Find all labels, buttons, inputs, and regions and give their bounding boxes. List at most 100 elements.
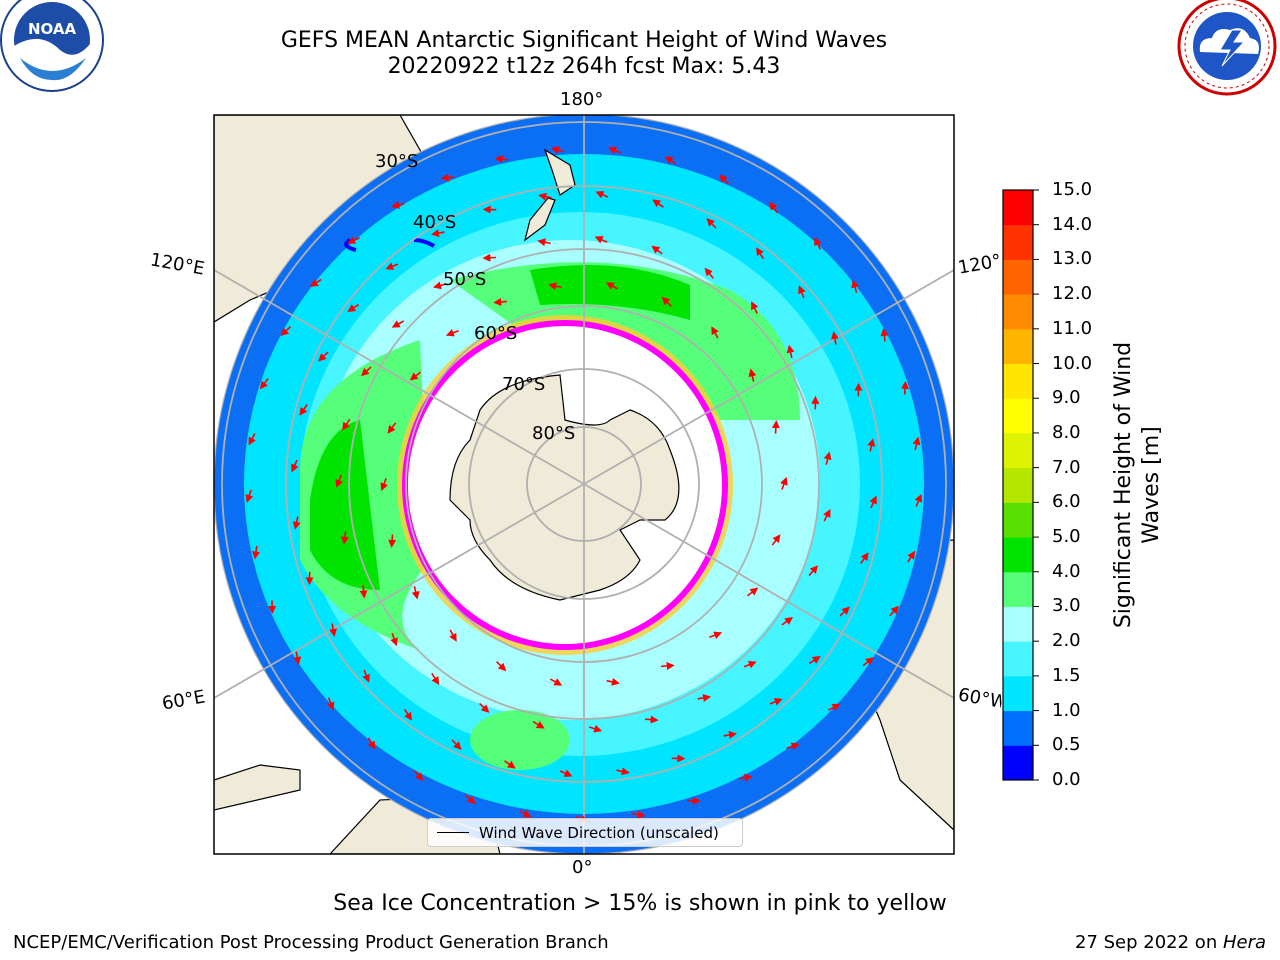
wind-wave-arrow <box>280 326 292 336</box>
colorbar-swatch <box>1003 328 1033 365</box>
wind-wave-arrow <box>245 489 254 503</box>
wind-wave-arrow <box>748 368 757 382</box>
wind-wave-arrow <box>751 301 759 314</box>
wind-wave-arrow <box>291 459 299 473</box>
wind-wave-arrow <box>651 245 663 255</box>
footer-date: 27 Sep 2022 on Hera <box>1075 932 1266 953</box>
wind-wave-arrow <box>252 545 260 560</box>
wind-wave-arrow <box>747 587 759 597</box>
wind-wave-arrow <box>464 794 476 804</box>
wind-wave-arrow <box>901 380 910 395</box>
wind-wave-arrow <box>880 328 889 342</box>
wind-wave-arrow <box>645 715 659 724</box>
wind-wave-arrow <box>830 331 839 345</box>
map-frame <box>213 114 955 855</box>
wind-wave-arrow <box>907 550 916 563</box>
wind-wave-arrow <box>823 451 832 465</box>
colorbar-tick-label: 2.0 <box>1052 630 1081 652</box>
wind-wave-arrow <box>606 677 620 686</box>
wind-wave-arrow <box>781 616 793 626</box>
wind-wave-arrow <box>494 155 509 164</box>
wind-wave-arrow <box>786 742 800 751</box>
wind-wave-arrow <box>391 201 405 209</box>
wind-wave-arrow <box>798 285 806 299</box>
wind-wave-arrow <box>482 253 497 262</box>
wind-wave-arrow <box>661 661 675 670</box>
colorbar-swatch <box>1003 398 1033 434</box>
wind-wave-arrow <box>616 767 630 776</box>
wind-wave-arrow <box>479 702 490 713</box>
latitude-label-80s: 80°S <box>532 423 576 444</box>
latitude-label-60s: 60°S <box>474 323 518 344</box>
colorbar-tick-label: 10.0 <box>1052 352 1093 374</box>
wind-wave-arrow <box>652 199 664 208</box>
footer-credit: NCEP/EMC/Verification Post Processing Pr… <box>13 932 609 953</box>
wind-wave-arrow <box>723 730 737 739</box>
colorbar-swatch <box>1003 745 1033 781</box>
wind-wave-arrow <box>771 534 781 546</box>
colorbar-tick-label: 13.0 <box>1052 248 1093 270</box>
colorbar-tick-label: 11.0 <box>1052 317 1093 339</box>
wind-wave-arrow <box>367 737 376 750</box>
wind-wave-arrow <box>605 282 619 290</box>
wind-wave-arrow <box>361 366 372 377</box>
wind-wave-arrow <box>347 236 360 244</box>
wind-wave-arrow <box>309 278 322 287</box>
wind-wave-arrow <box>860 552 869 564</box>
wind-wave-arrow <box>706 218 717 229</box>
colorbar-swatch <box>1003 224 1033 260</box>
colorbar-tick-label: 5.0 <box>1052 526 1081 548</box>
wind-wave-arrow <box>538 192 552 201</box>
wind-wave-arrow <box>440 173 455 182</box>
wind-wave-arrow <box>869 495 877 509</box>
wind-wave-arrow <box>595 191 609 199</box>
wind-wave-arrow <box>504 760 516 769</box>
wind-wave-arrow <box>380 478 388 492</box>
colorbar-tick-label: 0.0 <box>1052 769 1081 790</box>
wind-wave-arrow <box>411 586 420 600</box>
wind-wave-arrow <box>449 629 457 642</box>
wind-wave-arrow <box>259 378 269 390</box>
wind-wave-arrow <box>743 660 757 669</box>
wind-wave-arrow <box>912 436 921 451</box>
wind-wave-arrow <box>390 632 398 647</box>
colorbar-tick-label: 3.0 <box>1052 595 1081 617</box>
wind-wave-arrow <box>329 623 338 637</box>
colorbar-tick-label: 15.0 <box>1052 179 1093 200</box>
wind-wave-arrow <box>697 693 712 702</box>
colorbar-title: Significant Height of Wind Waves [m] <box>1111 341 1164 629</box>
wind-wave-arrow <box>409 371 421 381</box>
wind-wave-arrow <box>594 236 608 244</box>
colorbar-swatch <box>1003 537 1033 573</box>
nws-logo <box>1177 0 1277 96</box>
colorbar-swatch <box>1003 606 1033 642</box>
wind-wave-arrow <box>347 303 360 312</box>
wind-wave-arrow <box>403 708 412 721</box>
wind-wave-arrow <box>248 433 256 446</box>
colorbar-tick-label: 0.5 <box>1052 734 1081 756</box>
wind-wave-arrow <box>588 724 603 733</box>
meridian-label-180: 180° <box>560 89 604 110</box>
colorbar-swatch <box>1003 675 1033 712</box>
wind-wave-arrow <box>839 606 850 617</box>
colorbar-swatch <box>1003 190 1033 226</box>
wind-wave-arrow <box>823 508 831 522</box>
latitude-label-50s: 50°S <box>443 269 487 290</box>
colorbar-swatch <box>1003 710 1033 746</box>
wind-wave-arrow <box>292 516 301 530</box>
colorbar-swatch <box>1003 467 1033 503</box>
wind-wave-arrow <box>769 698 783 706</box>
wind-wave-arrow <box>388 534 397 548</box>
wind-wave-arrow <box>631 810 646 819</box>
wind-wave-arrow <box>431 229 445 238</box>
wind-wave-arrow <box>335 474 343 488</box>
colorbar-swatch <box>1003 502 1033 538</box>
colorbar-swatch <box>1003 294 1033 330</box>
wind-wave-arrow <box>889 605 899 617</box>
wind-wave-arrow <box>496 661 507 672</box>
wind-wave-arrow <box>326 697 335 711</box>
wind-wave-arrow <box>549 678 563 686</box>
wind-wave-arrow <box>340 531 349 545</box>
legend-line-swatch <box>437 832 469 833</box>
wind-wave-arrow <box>362 669 370 683</box>
